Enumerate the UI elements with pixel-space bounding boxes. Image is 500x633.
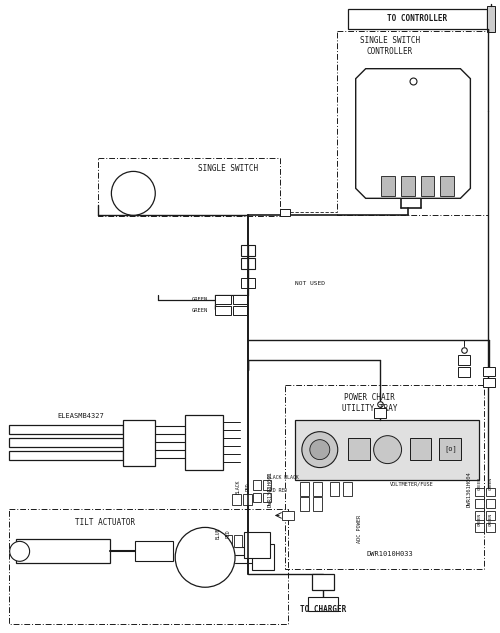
Bar bbox=[486, 523, 496, 532]
Bar bbox=[8, 451, 123, 460]
Bar bbox=[488, 6, 496, 32]
Circle shape bbox=[302, 432, 338, 468]
Circle shape bbox=[310, 440, 330, 460]
Text: GREEN: GREEN bbox=[488, 477, 492, 490]
Bar bbox=[308, 597, 338, 611]
Bar bbox=[185, 415, 223, 470]
Bar bbox=[486, 499, 496, 508]
Bar bbox=[98, 158, 280, 216]
Text: ELEASMB4327: ELEASMB4327 bbox=[57, 413, 104, 418]
Bar bbox=[476, 523, 484, 532]
Text: RED: RED bbox=[246, 482, 250, 491]
Bar bbox=[348, 9, 488, 28]
Bar bbox=[300, 498, 309, 511]
Bar bbox=[280, 210, 290, 216]
Bar bbox=[458, 355, 470, 365]
Bar bbox=[312, 574, 334, 590]
Text: RED: RED bbox=[226, 529, 230, 537]
Bar bbox=[330, 482, 339, 496]
Bar bbox=[136, 541, 173, 561]
Bar bbox=[380, 177, 394, 196]
Text: BLUE: BLUE bbox=[216, 528, 220, 539]
Bar bbox=[348, 437, 370, 460]
Text: GREEN: GREEN bbox=[488, 513, 492, 526]
Text: GREEN: GREEN bbox=[192, 308, 208, 313]
Bar bbox=[263, 480, 271, 489]
Text: NOT USED: NOT USED bbox=[295, 280, 325, 285]
Bar bbox=[440, 437, 462, 460]
Text: [o]: [o] bbox=[444, 445, 457, 452]
Text: RED RED: RED RED bbox=[267, 488, 287, 493]
Bar bbox=[215, 295, 231, 304]
Bar bbox=[313, 482, 322, 496]
Bar bbox=[476, 499, 484, 508]
Bar bbox=[420, 177, 434, 196]
Text: SINGLE SWITCH
CONTROLLER: SINGLE SWITCH CONTROLLER bbox=[360, 35, 420, 56]
Text: GREEN: GREEN bbox=[478, 513, 482, 526]
Text: DWR1361H004: DWR1361H004 bbox=[467, 472, 472, 508]
Circle shape bbox=[175, 527, 235, 587]
Bar bbox=[476, 511, 484, 520]
Bar bbox=[213, 536, 221, 548]
Bar bbox=[234, 536, 242, 548]
Bar bbox=[244, 532, 270, 558]
Text: TO CHARGER: TO CHARGER bbox=[300, 605, 346, 613]
Bar bbox=[295, 420, 480, 480]
Bar bbox=[8, 510, 288, 624]
Bar bbox=[16, 539, 110, 563]
Bar bbox=[410, 437, 432, 460]
Bar bbox=[8, 425, 123, 434]
Bar bbox=[342, 482, 351, 496]
Circle shape bbox=[374, 436, 402, 463]
Bar bbox=[458, 367, 470, 377]
Bar bbox=[484, 367, 496, 376]
Circle shape bbox=[112, 172, 156, 215]
Bar bbox=[484, 378, 496, 387]
Bar bbox=[486, 487, 496, 496]
Text: BLACK BLACK: BLACK BLACK bbox=[267, 475, 298, 480]
Bar bbox=[337, 31, 488, 215]
Bar bbox=[233, 295, 247, 304]
Bar bbox=[232, 494, 241, 506]
Bar bbox=[233, 306, 247, 315]
Bar bbox=[486, 511, 496, 520]
Bar bbox=[263, 492, 271, 503]
Text: SINGLE SWITCH: SINGLE SWITCH bbox=[198, 164, 258, 173]
Bar bbox=[241, 245, 255, 256]
Text: TO CONTROLLER: TO CONTROLLER bbox=[388, 15, 448, 23]
Text: ADC POWER: ADC POWER bbox=[357, 515, 362, 544]
Text: DWR1010H033: DWR1010H033 bbox=[366, 551, 413, 557]
Text: POWER CHAIR
UTILITY TRAY: POWER CHAIR UTILITY TRAY bbox=[342, 392, 398, 413]
Text: GREEN: GREEN bbox=[478, 477, 482, 490]
Bar bbox=[8, 437, 123, 447]
Bar bbox=[252, 544, 274, 570]
Bar bbox=[285, 385, 484, 569]
Circle shape bbox=[10, 541, 29, 561]
Bar bbox=[215, 306, 231, 315]
Text: GREEN: GREEN bbox=[192, 296, 208, 301]
Bar bbox=[124, 420, 156, 466]
Bar bbox=[241, 278, 255, 288]
Bar bbox=[243, 494, 252, 506]
Text: BLACK: BLACK bbox=[236, 479, 240, 494]
Bar bbox=[400, 177, 414, 196]
Bar bbox=[374, 408, 386, 418]
Bar bbox=[476, 487, 484, 496]
Bar bbox=[253, 492, 261, 503]
Bar bbox=[440, 177, 454, 196]
Bar bbox=[224, 536, 232, 548]
Bar bbox=[313, 498, 322, 511]
Bar bbox=[241, 258, 255, 269]
Text: DWR1361H001: DWR1361H001 bbox=[268, 472, 272, 508]
Bar bbox=[282, 511, 294, 520]
Text: TILT ACTUATOR: TILT ACTUATOR bbox=[76, 518, 136, 527]
Bar bbox=[253, 480, 261, 489]
Polygon shape bbox=[356, 69, 470, 198]
Bar bbox=[300, 482, 309, 496]
Text: VOLTMETER/FUSE: VOLTMETER/FUSE bbox=[390, 481, 434, 486]
